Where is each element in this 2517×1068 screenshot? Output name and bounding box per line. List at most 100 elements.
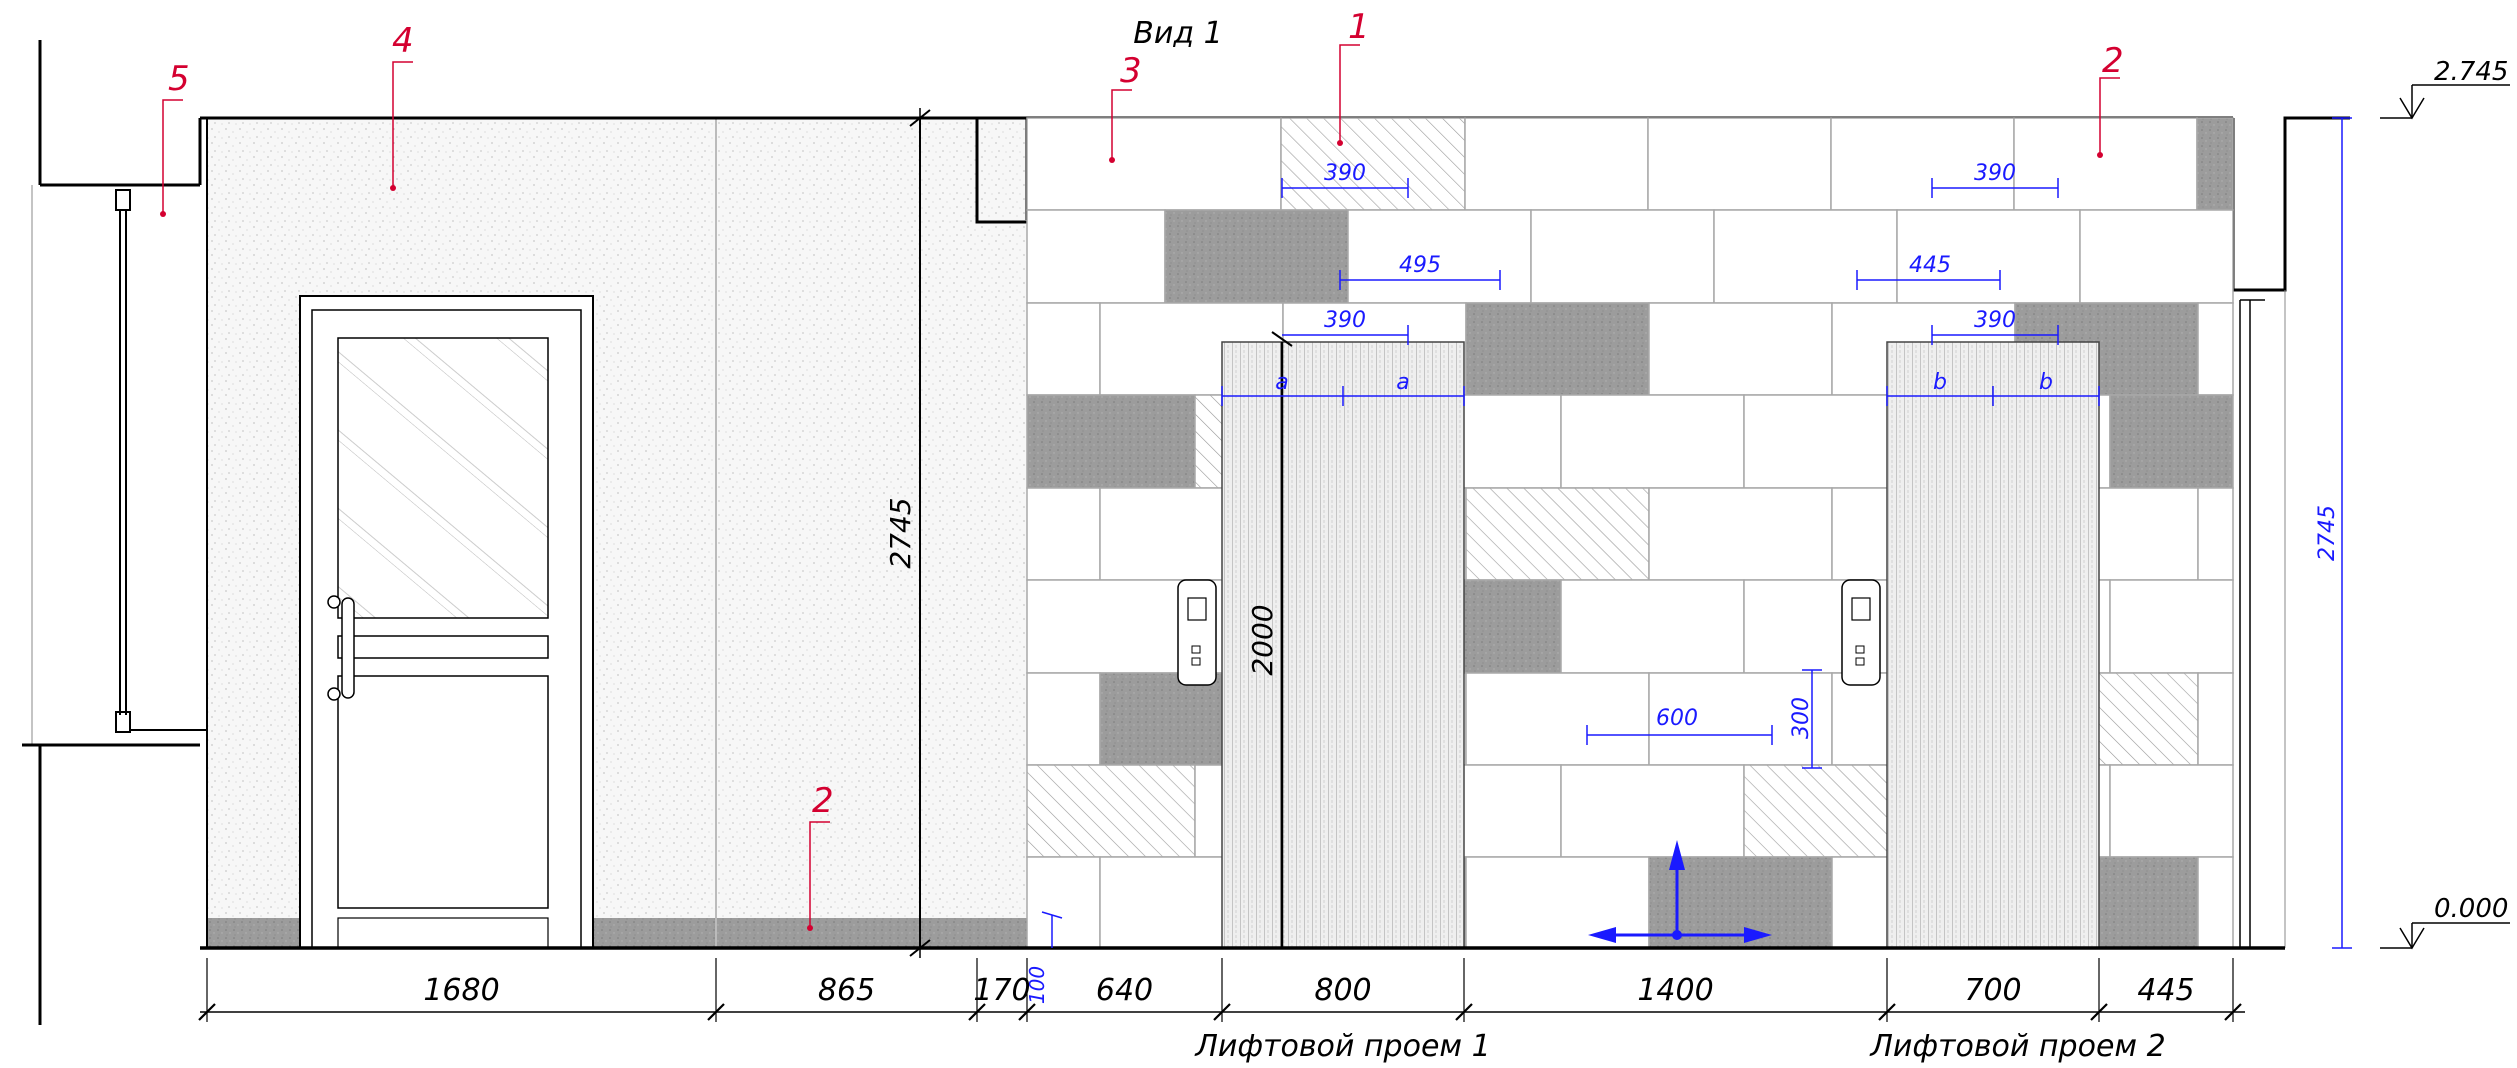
wall-tile (1530, 209, 1715, 304)
dim-445: 445 (1909, 253, 1951, 278)
callout-2-bottom: 2 (807, 781, 834, 931)
dim-600: 600 (1656, 706, 1698, 731)
bottom-dim-label: 865 (818, 973, 875, 1008)
opening-tick (1271, 331, 1293, 347)
wall-tile (1026, 209, 1166, 304)
dim-390-b: 390 (1974, 161, 2016, 186)
elevator-opening-1 (1221, 341, 1465, 949)
wall-tile (1560, 579, 1745, 674)
bottom-dim-label: 1400 (1637, 973, 1713, 1008)
wall-tile (2109, 764, 2234, 858)
dim-b-1: b (1933, 370, 1947, 395)
wall-tile (1026, 487, 1101, 581)
dim-door-height: 2000 (1246, 604, 1279, 675)
callout-label-2-bottom: 2 (812, 781, 834, 821)
wall-tile (2197, 672, 2234, 766)
wall-tile (1464, 117, 1649, 211)
dim-tick (707, 1003, 725, 1021)
bottom-dim-label: 1680 (423, 973, 499, 1008)
wall-tile (1648, 302, 1833, 396)
floor-line (200, 117, 2285, 950)
dim-300: 300 (1789, 697, 1814, 739)
wall-tile (1026, 672, 1101, 766)
wall-tile (1164, 209, 1349, 304)
callout-label-2-top: 2 (2102, 41, 2124, 81)
wall-tile (1026, 579, 1196, 674)
dim-390-c: 390 (1324, 308, 1366, 333)
opening-label-2: Лифтовой проем 2 (1869, 1029, 2165, 1064)
level-mark-top: 2.745 (2380, 57, 2510, 120)
dim-tick (2224, 1003, 2242, 1021)
tile-dimensions (1041, 117, 2352, 949)
wall-tile (2197, 487, 2234, 581)
wall-tile (2013, 117, 2198, 211)
callout-2-top: 2 (2097, 41, 2124, 158)
callout-label-4: 4 (392, 21, 414, 61)
wall-tile (1560, 764, 1745, 858)
bottom-dim-label: 700 (1964, 973, 2021, 1008)
dim-a-2: a (1396, 370, 1409, 395)
call-panel-1 (1177, 579, 1217, 686)
entrance-door (299, 295, 594, 949)
opening-label-1: Лифтовой проем 1 (1194, 1029, 1490, 1064)
dim-tick (1455, 1003, 1473, 1021)
dim-labels: 390 390 495 445 390 390 a a b b 600 300 … (1025, 161, 2340, 1004)
wall-tile (2197, 302, 2234, 396)
window-frame (115, 189, 131, 733)
dim-tick (198, 1003, 216, 1021)
level-mark-bottom: 0.000 (2380, 894, 2510, 950)
bottom-dimension-chain: 1680 865 170 640 800 1400 700 445 (198, 958, 2245, 1022)
bottom-dim-label: 640 (1096, 973, 1153, 1008)
wall-tile (2196, 117, 2234, 211)
dim-390-a: 390 (1324, 161, 1366, 186)
wall-tile (1713, 209, 1898, 304)
vertical-dimensions: 2745 2000 (884, 108, 1279, 958)
bottom-dim-label: 170 (973, 973, 1030, 1008)
dim-a-1: a (1275, 370, 1288, 395)
callout-label-1: 1 (1348, 7, 1370, 47)
callout-5: 5 (160, 59, 190, 217)
level-top-label: 2.745 (2434, 57, 2508, 87)
dim-height-left: 2745 (884, 497, 917, 568)
dim-100: 100 (1025, 966, 1049, 1004)
callout-3: 3 (1109, 51, 1142, 163)
wall-tile (1026, 302, 1101, 396)
dim-b-2: b (2039, 370, 2053, 395)
wall-tile (1026, 856, 1101, 949)
callout-1: 1 (1337, 7, 1370, 146)
dim-tick (968, 1003, 986, 1021)
dim-495: 495 (1399, 253, 1441, 278)
wall-tile (1465, 487, 1650, 581)
call-panel-2 (1841, 579, 1881, 686)
wall-tile (1648, 672, 1833, 766)
wall-tile (2109, 579, 2234, 674)
wall-tile (2109, 394, 2234, 489)
dim-tick (1878, 1003, 1896, 1021)
dim-tick (1018, 1003, 1036, 1021)
wall-tile (1280, 117, 1466, 211)
wall-tile (2079, 209, 2234, 304)
wall-tile (1647, 117, 1832, 211)
view-title: Вид 1 (1133, 16, 1222, 51)
wall-tile (1465, 856, 1650, 949)
wall-tile (2197, 856, 2234, 949)
callout-4: 4 (390, 21, 414, 191)
dim-390-d: 390 (1974, 308, 2016, 333)
wall-tile (1560, 394, 1745, 489)
bottom-dim-label: 445 (2137, 973, 2194, 1008)
level-bottom-label: 0.000 (2434, 894, 2508, 924)
elevator-opening-2 (1886, 341, 2100, 949)
dim-height-right: 2745 (2315, 505, 2340, 561)
callout-label-5: 5 (168, 59, 190, 99)
dim-tick (1213, 1003, 1231, 1021)
dim-tick (2090, 1003, 2108, 1021)
wall-tile (1026, 117, 1282, 211)
bottom-dim-label: 800 (1314, 973, 1371, 1008)
origin-axes-icon (1588, 840, 1772, 943)
wall-tile (1465, 302, 1650, 396)
wall-tile (1465, 672, 1650, 766)
wall-tile (1648, 487, 1833, 581)
callout-label-3: 3 (1120, 51, 1142, 91)
wall-tile (1026, 764, 1196, 858)
